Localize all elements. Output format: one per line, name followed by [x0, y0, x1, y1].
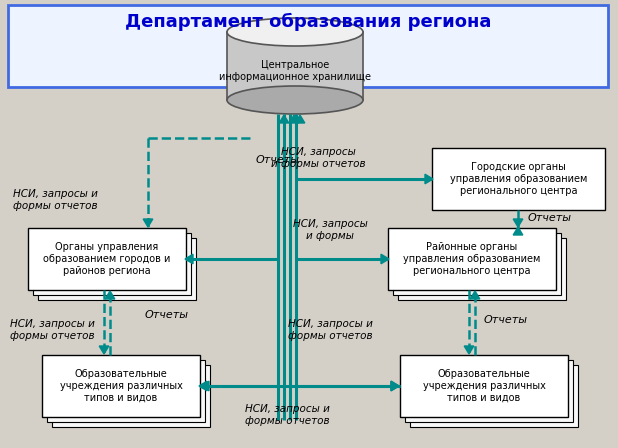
Polygon shape	[105, 291, 115, 299]
Polygon shape	[279, 115, 289, 123]
Text: Отчеты: Отчеты	[145, 310, 189, 320]
Bar	[400, 355, 568, 417]
Bar	[393, 233, 561, 295]
Polygon shape	[295, 115, 305, 123]
Polygon shape	[143, 219, 153, 227]
Bar	[432, 148, 605, 210]
Polygon shape	[289, 115, 298, 123]
Bar	[227, 32, 363, 100]
Bar	[388, 228, 556, 290]
Bar	[398, 238, 566, 300]
Text: Центральное
информационное хранилище: Центральное информационное хранилище	[219, 60, 371, 82]
Bar	[38, 238, 196, 300]
Polygon shape	[513, 219, 523, 227]
Polygon shape	[201, 381, 209, 391]
Text: НСИ, запросы и
формы отчетов: НСИ, запросы и формы отчетов	[245, 404, 329, 426]
Text: Городские органы
управления образованием
регионального центра: Городские органы управления образованием…	[450, 162, 587, 196]
Bar	[47, 360, 205, 422]
Text: Образовательные
учреждения различных
типов и видов: Образовательные учреждения различных тип…	[423, 370, 546, 403]
Text: НСИ, запросы и
формы отчетов: НСИ, запросы и формы отчетов	[287, 319, 373, 341]
Bar	[42, 355, 200, 417]
Polygon shape	[425, 174, 433, 184]
Polygon shape	[185, 254, 193, 264]
Polygon shape	[391, 381, 399, 391]
Text: НСИ, запросы и
формы отчетов: НСИ, запросы и формы отчетов	[10, 319, 95, 341]
Text: Образовательные
учреждения различных
типов и видов: Образовательные учреждения различных тип…	[59, 370, 182, 403]
Bar	[410, 365, 578, 427]
Bar	[33, 233, 191, 295]
Bar	[405, 360, 573, 422]
Text: Отчеты: Отчеты	[528, 213, 572, 223]
Polygon shape	[391, 381, 399, 391]
Polygon shape	[513, 227, 523, 235]
Bar	[8, 5, 608, 87]
Text: Органы управления
образованием городов и
районов региона: Органы управления образованием городов и…	[43, 242, 171, 276]
Polygon shape	[381, 254, 389, 264]
Polygon shape	[470, 291, 480, 299]
Bar	[28, 228, 186, 290]
Polygon shape	[199, 381, 207, 391]
Polygon shape	[464, 346, 474, 354]
Text: Отчеты: Отчеты	[256, 155, 300, 165]
Text: Районные органы
управления образованием
регионального центра: Районные органы управления образованием …	[404, 242, 541, 276]
Text: НСИ, запросы и
формы отчетов: НСИ, запросы и формы отчетов	[13, 189, 98, 211]
Text: Отчеты: Отчеты	[484, 315, 528, 325]
Ellipse shape	[227, 86, 363, 114]
Ellipse shape	[227, 18, 363, 46]
Text: Департамент образования региона: Департамент образования региона	[125, 13, 491, 31]
Text: НСИ, запросы
и формы отчетов: НСИ, запросы и формы отчетов	[271, 147, 365, 169]
Text: НСИ, запросы
и формы: НСИ, запросы и формы	[292, 219, 368, 241]
Bar	[52, 365, 210, 427]
Polygon shape	[99, 346, 109, 354]
